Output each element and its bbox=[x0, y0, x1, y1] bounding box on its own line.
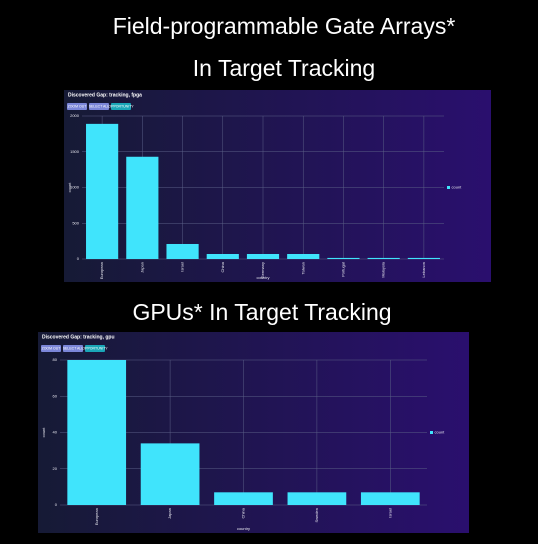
bar bbox=[287, 492, 347, 505]
bar bbox=[206, 253, 239, 259]
y-tick-label: 0 bbox=[55, 502, 58, 507]
legend-swatch bbox=[447, 186, 450, 189]
button[interactable] bbox=[85, 345, 105, 352]
x-tick-label: Portugal bbox=[341, 262, 346, 277]
y-axis-label: count bbox=[67, 182, 72, 193]
x-axis-label: country bbox=[256, 275, 269, 280]
legend-label: count bbox=[435, 430, 446, 435]
button[interactable] bbox=[89, 103, 109, 110]
x-tick-label: Germany bbox=[260, 262, 265, 278]
x-axis-label: country bbox=[237, 526, 250, 531]
y-tick-label: 0 bbox=[77, 256, 80, 261]
x-tick-label: Israel bbox=[387, 508, 392, 518]
button[interactable] bbox=[41, 345, 61, 352]
bar bbox=[126, 156, 159, 259]
bar bbox=[86, 123, 119, 260]
y-tick-label: 20 bbox=[53, 466, 58, 471]
x-tick-label: Malaysia bbox=[381, 261, 386, 278]
chart-title: Discovered Gap: tracking, gpu bbox=[42, 334, 115, 340]
x-tick-label: Japan bbox=[167, 508, 172, 519]
legend-label: count bbox=[452, 185, 463, 190]
button-label[interactable]: OPPORTUNITY bbox=[82, 346, 108, 350]
heading: Field-programmable Gate Arrays* bbox=[113, 13, 456, 39]
x-tick-label: European bbox=[94, 508, 99, 525]
bar bbox=[407, 257, 440, 259]
y-tick-label: 2000 bbox=[70, 113, 80, 118]
y-tick-label: 60 bbox=[53, 393, 58, 398]
button-label[interactable]: ZOOM OUT bbox=[42, 346, 62, 350]
y-tick-label: 40 bbox=[53, 430, 58, 435]
y-tick-label: 1500 bbox=[70, 149, 80, 154]
y-axis-label: count bbox=[41, 427, 46, 438]
bar bbox=[67, 360, 127, 505]
button-label[interactable]: SELECT ALL bbox=[89, 104, 110, 108]
bar bbox=[287, 253, 320, 259]
bar bbox=[246, 253, 280, 259]
heading: GPUs* In Target Tracking bbox=[132, 299, 391, 325]
bar bbox=[166, 243, 199, 259]
x-tick-label: Sweden bbox=[314, 508, 319, 522]
x-tick-label: China bbox=[241, 507, 246, 518]
button[interactable] bbox=[67, 103, 87, 110]
bar bbox=[367, 257, 400, 259]
button[interactable] bbox=[63, 345, 83, 352]
x-tick-label: Israel bbox=[180, 262, 185, 272]
y-tick-label: 500 bbox=[72, 220, 79, 225]
button[interactable] bbox=[111, 103, 131, 110]
chart-title: Discovered Gap: tracking, fpga bbox=[68, 92, 142, 98]
x-tick-label: European bbox=[99, 262, 104, 279]
bar bbox=[140, 443, 200, 505]
legend-swatch bbox=[430, 431, 433, 434]
heading: In Target Tracking bbox=[193, 55, 375, 81]
bar bbox=[327, 257, 360, 259]
y-tick-label: 1000 bbox=[70, 185, 80, 190]
y-tick-label: 80 bbox=[53, 357, 58, 362]
button-label[interactable]: SELECT ALL bbox=[63, 346, 84, 350]
button-label[interactable]: OPPORTUNITY bbox=[108, 104, 134, 108]
x-tick-label: China bbox=[220, 261, 225, 272]
bar bbox=[360, 492, 420, 505]
bar bbox=[214, 492, 273, 505]
button-label[interactable]: ZOOM OUT bbox=[68, 104, 88, 108]
x-tick-label: Taiwan bbox=[300, 262, 305, 274]
x-tick-label: Lebanon bbox=[421, 262, 426, 278]
x-tick-label: Japan bbox=[139, 262, 144, 273]
